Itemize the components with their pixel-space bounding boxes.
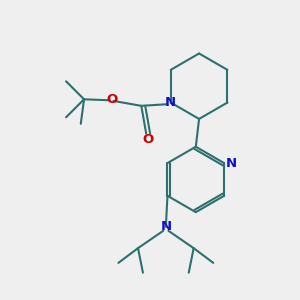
Text: N: N xyxy=(165,96,176,109)
Text: O: O xyxy=(106,93,118,106)
Text: O: O xyxy=(142,133,154,146)
Text: N: N xyxy=(226,157,237,169)
Text: N: N xyxy=(160,220,171,233)
